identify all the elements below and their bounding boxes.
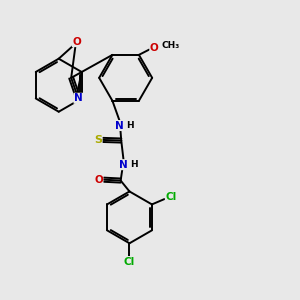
Text: Cl: Cl (165, 192, 177, 202)
Text: H: H (126, 121, 134, 130)
Text: O: O (94, 175, 103, 185)
Text: O: O (150, 43, 159, 52)
Text: N: N (74, 93, 83, 103)
Text: H: H (130, 160, 138, 169)
Text: N: N (119, 160, 128, 170)
Text: O: O (72, 37, 81, 46)
Text: Cl: Cl (124, 256, 135, 266)
Text: N: N (116, 121, 124, 130)
Text: CH₃: CH₃ (162, 41, 180, 50)
Text: S: S (94, 135, 102, 145)
